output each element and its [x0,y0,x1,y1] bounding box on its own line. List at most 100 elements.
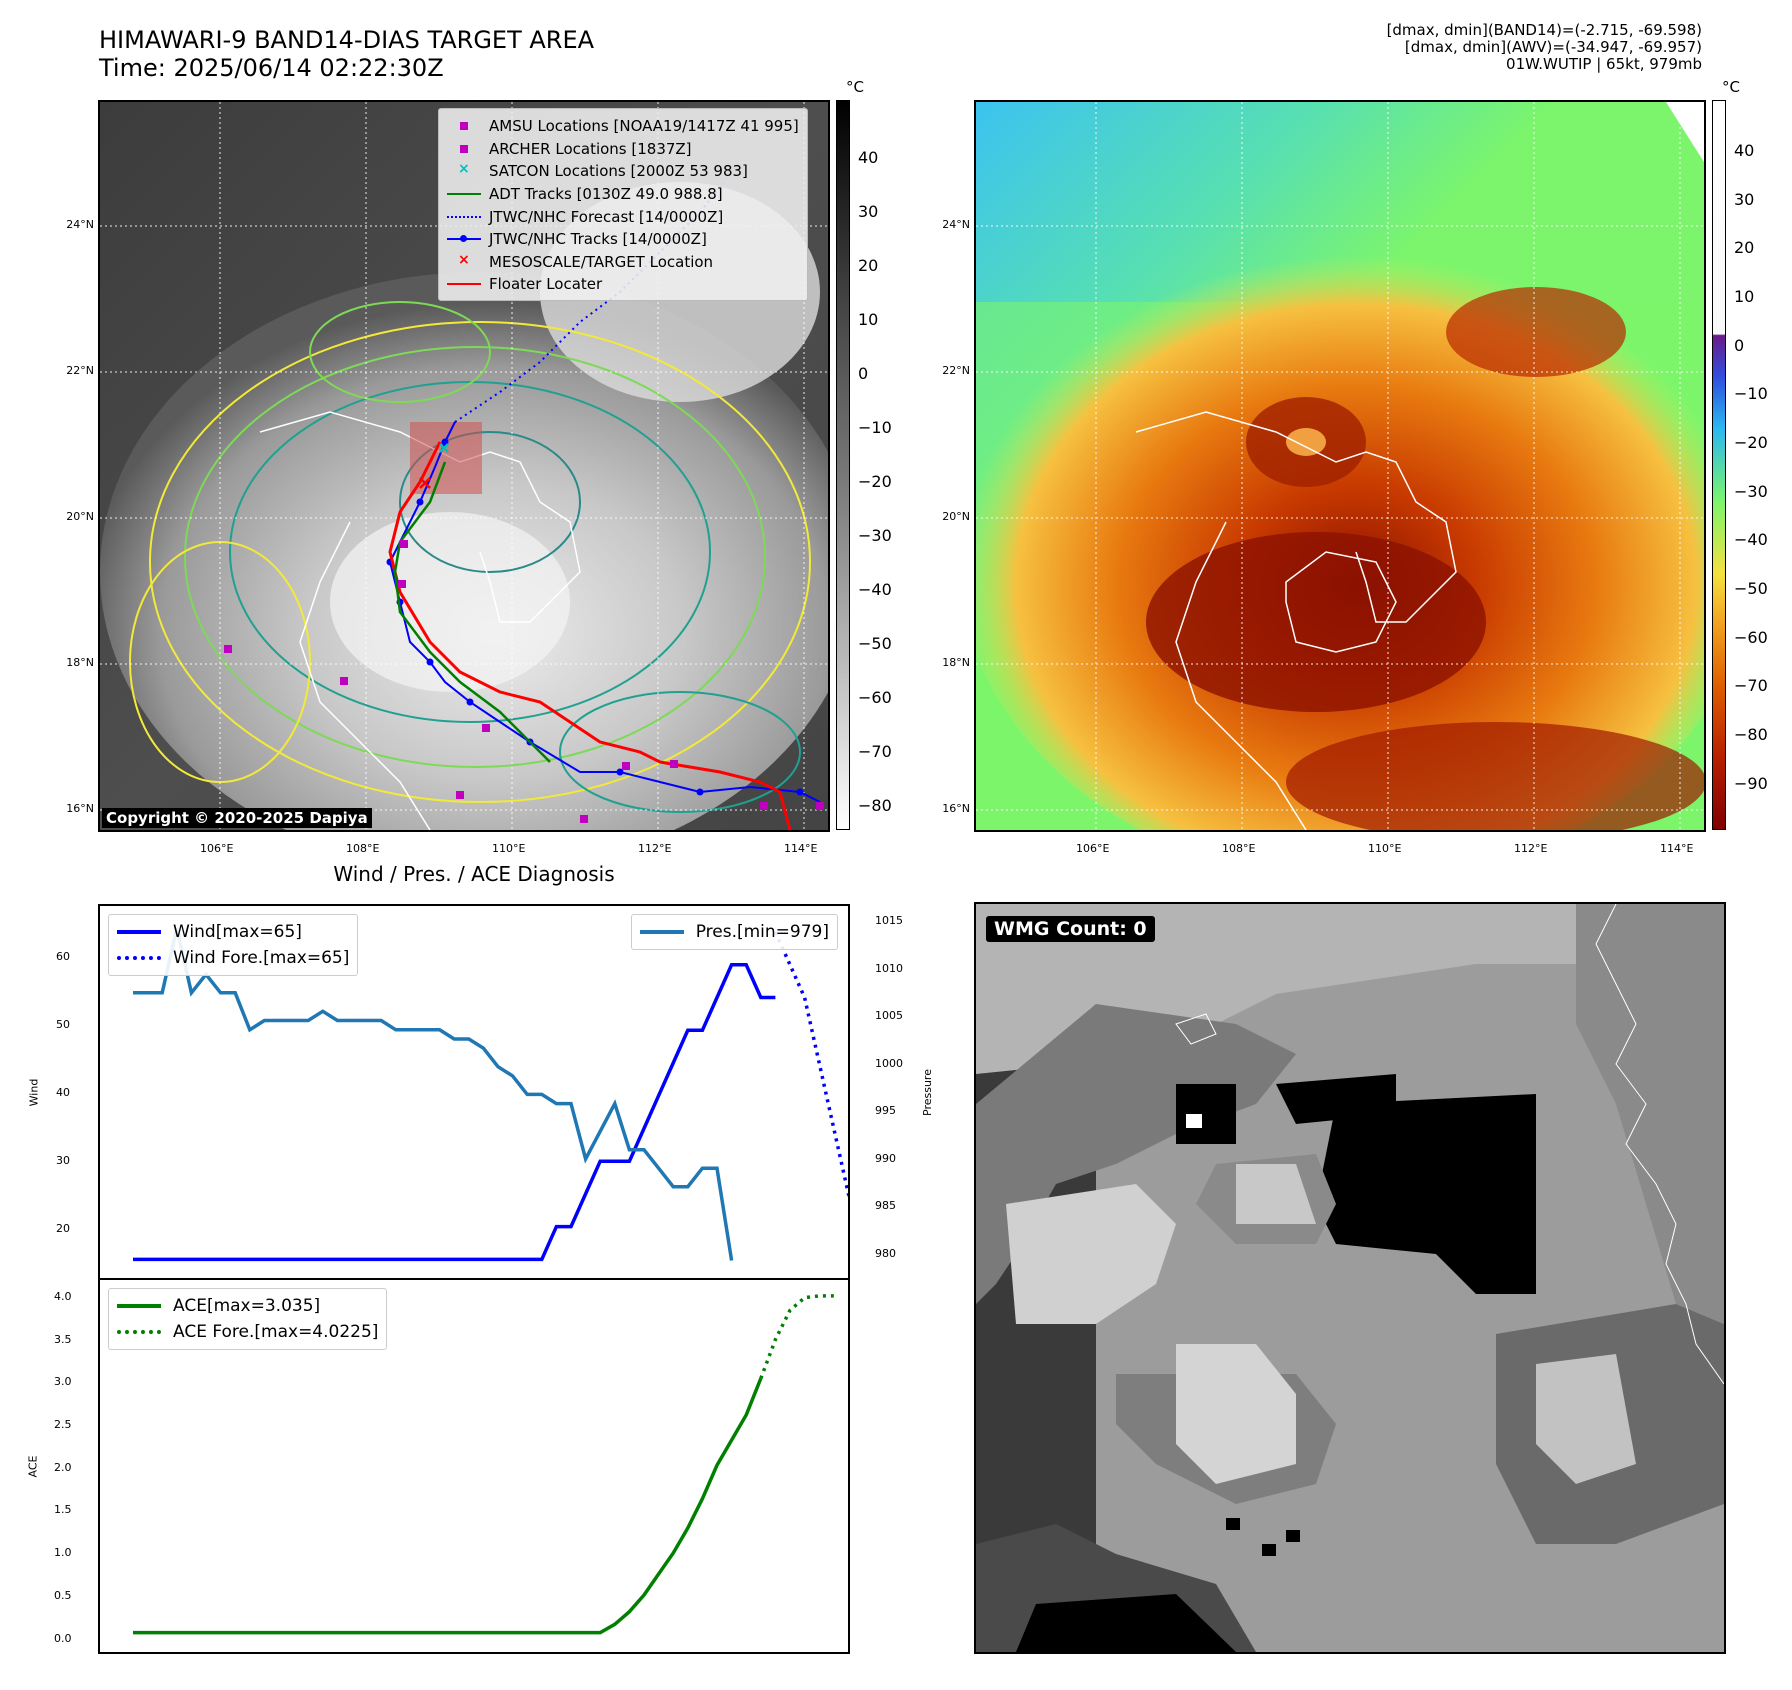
awv-lon-106: 106°E [1076,842,1110,855]
ir-cb-tick: 0 [858,364,869,383]
ir-lat-24: 24°N [66,218,94,231]
legend-ace: ACE[max=3.035] [117,1293,378,1319]
legend-item-jtwc-forecast: JTWC/NHC Forecast [14/0000Z] [445,205,799,228]
figure-title: HIMAWARI-9 BAND14-DIAS TARGET AREA Time:… [99,26,594,82]
awv-lat-16: 16°N [942,802,970,815]
awv-cb-tick: −20 [1734,433,1768,452]
pressure-tick: 1000 [875,1057,903,1070]
copyright-label: Copyright © 2020-2025 Dapiya [102,808,372,828]
awv-lat-24: 24°N [942,218,970,231]
ace-legend: ACE[max=3.035] ACE Fore.[max=4.0225] [108,1288,388,1350]
awv-map-image [976,102,1704,830]
storm-info: [dmax, dmin](BAND14)=(-2.715, -69.598) [… [1387,22,1702,73]
awv-lon-110: 110°E [1368,842,1402,855]
ir-lon-106: 106°E [200,842,234,855]
ir-lon-108: 108°E [346,842,380,855]
pressure-legend: Pres.[min=979] [630,914,838,950]
ir-colorbar-unit: °C [846,78,864,96]
ir-cb-tick: −40 [858,580,892,599]
pressure-tick: 995 [875,1104,896,1117]
awv-cb-tick: 20 [1734,238,1755,257]
info-line-3: 01W.WUTIP | 65kt, 979mb [1506,55,1702,73]
ir-cb-tick: −30 [858,526,892,545]
ace-axis-label: ACE [26,1455,40,1478]
info-line-1: [dmax, dmin](BAND14)=(-2.715, -69.598) [1386,21,1702,39]
awv-cb-tick: −60 [1734,628,1768,647]
diagnosis-title: Wind / Pres. / ACE Diagnosis [333,862,615,886]
ir-lon-114: 114°E [784,842,818,855]
title-line-2: Time: 2025/06/14 02:22:30Z [99,54,444,82]
awv-lon-108: 108°E [1222,842,1256,855]
ace-line [133,1377,763,1635]
wind-tick: 50 [56,1018,70,1031]
ir-lat-20: 20°N [66,510,94,523]
legend-item-floater: Floater Locater [445,273,799,296]
legend-item-amsu: AMSU Locations [NOAA19/1417Z 41 995] [445,115,799,138]
awv-lon-114: 114°E [1660,842,1694,855]
ace-tick: 1.0 [54,1546,72,1559]
ir-cb-tick: −70 [858,742,892,761]
pressure-tick: 990 [875,1152,896,1165]
wind-legend: Wind[max=65] Wind Fore.[max=65] [108,914,359,976]
awv-cb-tick: 30 [1734,190,1755,209]
ir-lon-110: 110°E [492,842,526,855]
diagnosis-plot [100,927,848,1635]
ir-lon-112: 112°E [638,842,672,855]
pressure-tick: 985 [875,1199,896,1212]
awv-colorbar [1712,100,1726,830]
awv-colorbar-unit: °C [1722,78,1740,96]
pressure-line [133,927,734,1261]
ace-tick: 2.0 [54,1461,72,1474]
ir-cb-tick: −10 [858,418,892,437]
ir-lat-16: 16°N [66,802,94,815]
awv-cb-tick: 10 [1734,287,1755,306]
legend-item-adt: ADT Tracks [0130Z 49.0 988.8] [445,183,799,206]
legend-item-satcon: × SATCON Locations [2000Z 53 983] [458,161,748,181]
wind-tick: 40 [56,1086,70,1099]
ir-cb-tick: −80 [858,796,892,815]
pressure-series-layer [133,927,734,1261]
ir-legend: AMSU Locations [NOAA19/1417Z 41 995] ARC… [438,108,808,301]
awv-cb-tick: −80 [1734,725,1768,744]
awv-lat-22: 22°N [942,364,970,377]
legend-wind-fore: Wind Fore.[max=65] [117,945,349,971]
pressure-tick: 980 [875,1247,896,1260]
pressure-axis-label: Pressure [920,1069,934,1116]
pressure-tick: 1010 [875,962,903,975]
awv-cb-tick: −70 [1734,676,1768,695]
wind-line [133,963,776,1262]
ir-cb-tick: 10 [858,310,879,329]
awv-cb-tick: −10 [1734,384,1768,403]
ir-cb-tick: 40 [858,148,879,167]
ace-tick: 3.0 [54,1375,72,1388]
ir-cb-tick: −20 [858,472,892,491]
ir-lat-18: 18°N [66,656,94,669]
ace-forecast-line [759,1294,834,1380]
ir-cb-tick: 30 [858,202,879,221]
ir-cb-tick: −50 [858,634,892,653]
ace-tick: 2.5 [54,1418,72,1431]
ace-tick: 3.5 [54,1333,72,1346]
awv-cb-tick: −30 [1734,482,1768,501]
awv-map-panel [974,100,1706,832]
wind-forecast-line [773,931,848,1198]
diagnosis-frame: Wind[max=65] Wind Fore.[max=65] Pres.[mi… [98,904,850,1654]
pressure-tick: 1015 [875,914,903,927]
wind-tick: 30 [56,1154,70,1167]
awv-cb-tick: 0 [1734,336,1745,355]
ace-series-layer [133,1294,834,1635]
pressure-tick: 1005 [875,1009,903,1022]
ir-lat-22: 22°N [66,364,94,377]
awv-lon-112: 112°E [1514,842,1548,855]
awv-lat-18: 18°N [942,656,970,669]
awv-cb-tick: 40 [1734,141,1755,160]
ace-tick: 4.0 [54,1290,72,1303]
ir-cb-tick: 20 [858,256,879,275]
legend-item-jtwc-tracks: JTWC/NHC Tracks [14/0000Z] [445,228,799,251]
awv-cb-tick: −40 [1734,530,1768,549]
awv-lat-20: 20°N [942,510,970,523]
awv-cb-tick: −50 [1734,579,1768,598]
legend-item-archer: ARCHER Locations [1837Z] [445,138,799,161]
legend-ace-fore: ACE Fore.[max=4.0225] [117,1319,378,1345]
title-line-1: HIMAWARI-9 BAND14-DIAS TARGET AREA [99,26,595,54]
